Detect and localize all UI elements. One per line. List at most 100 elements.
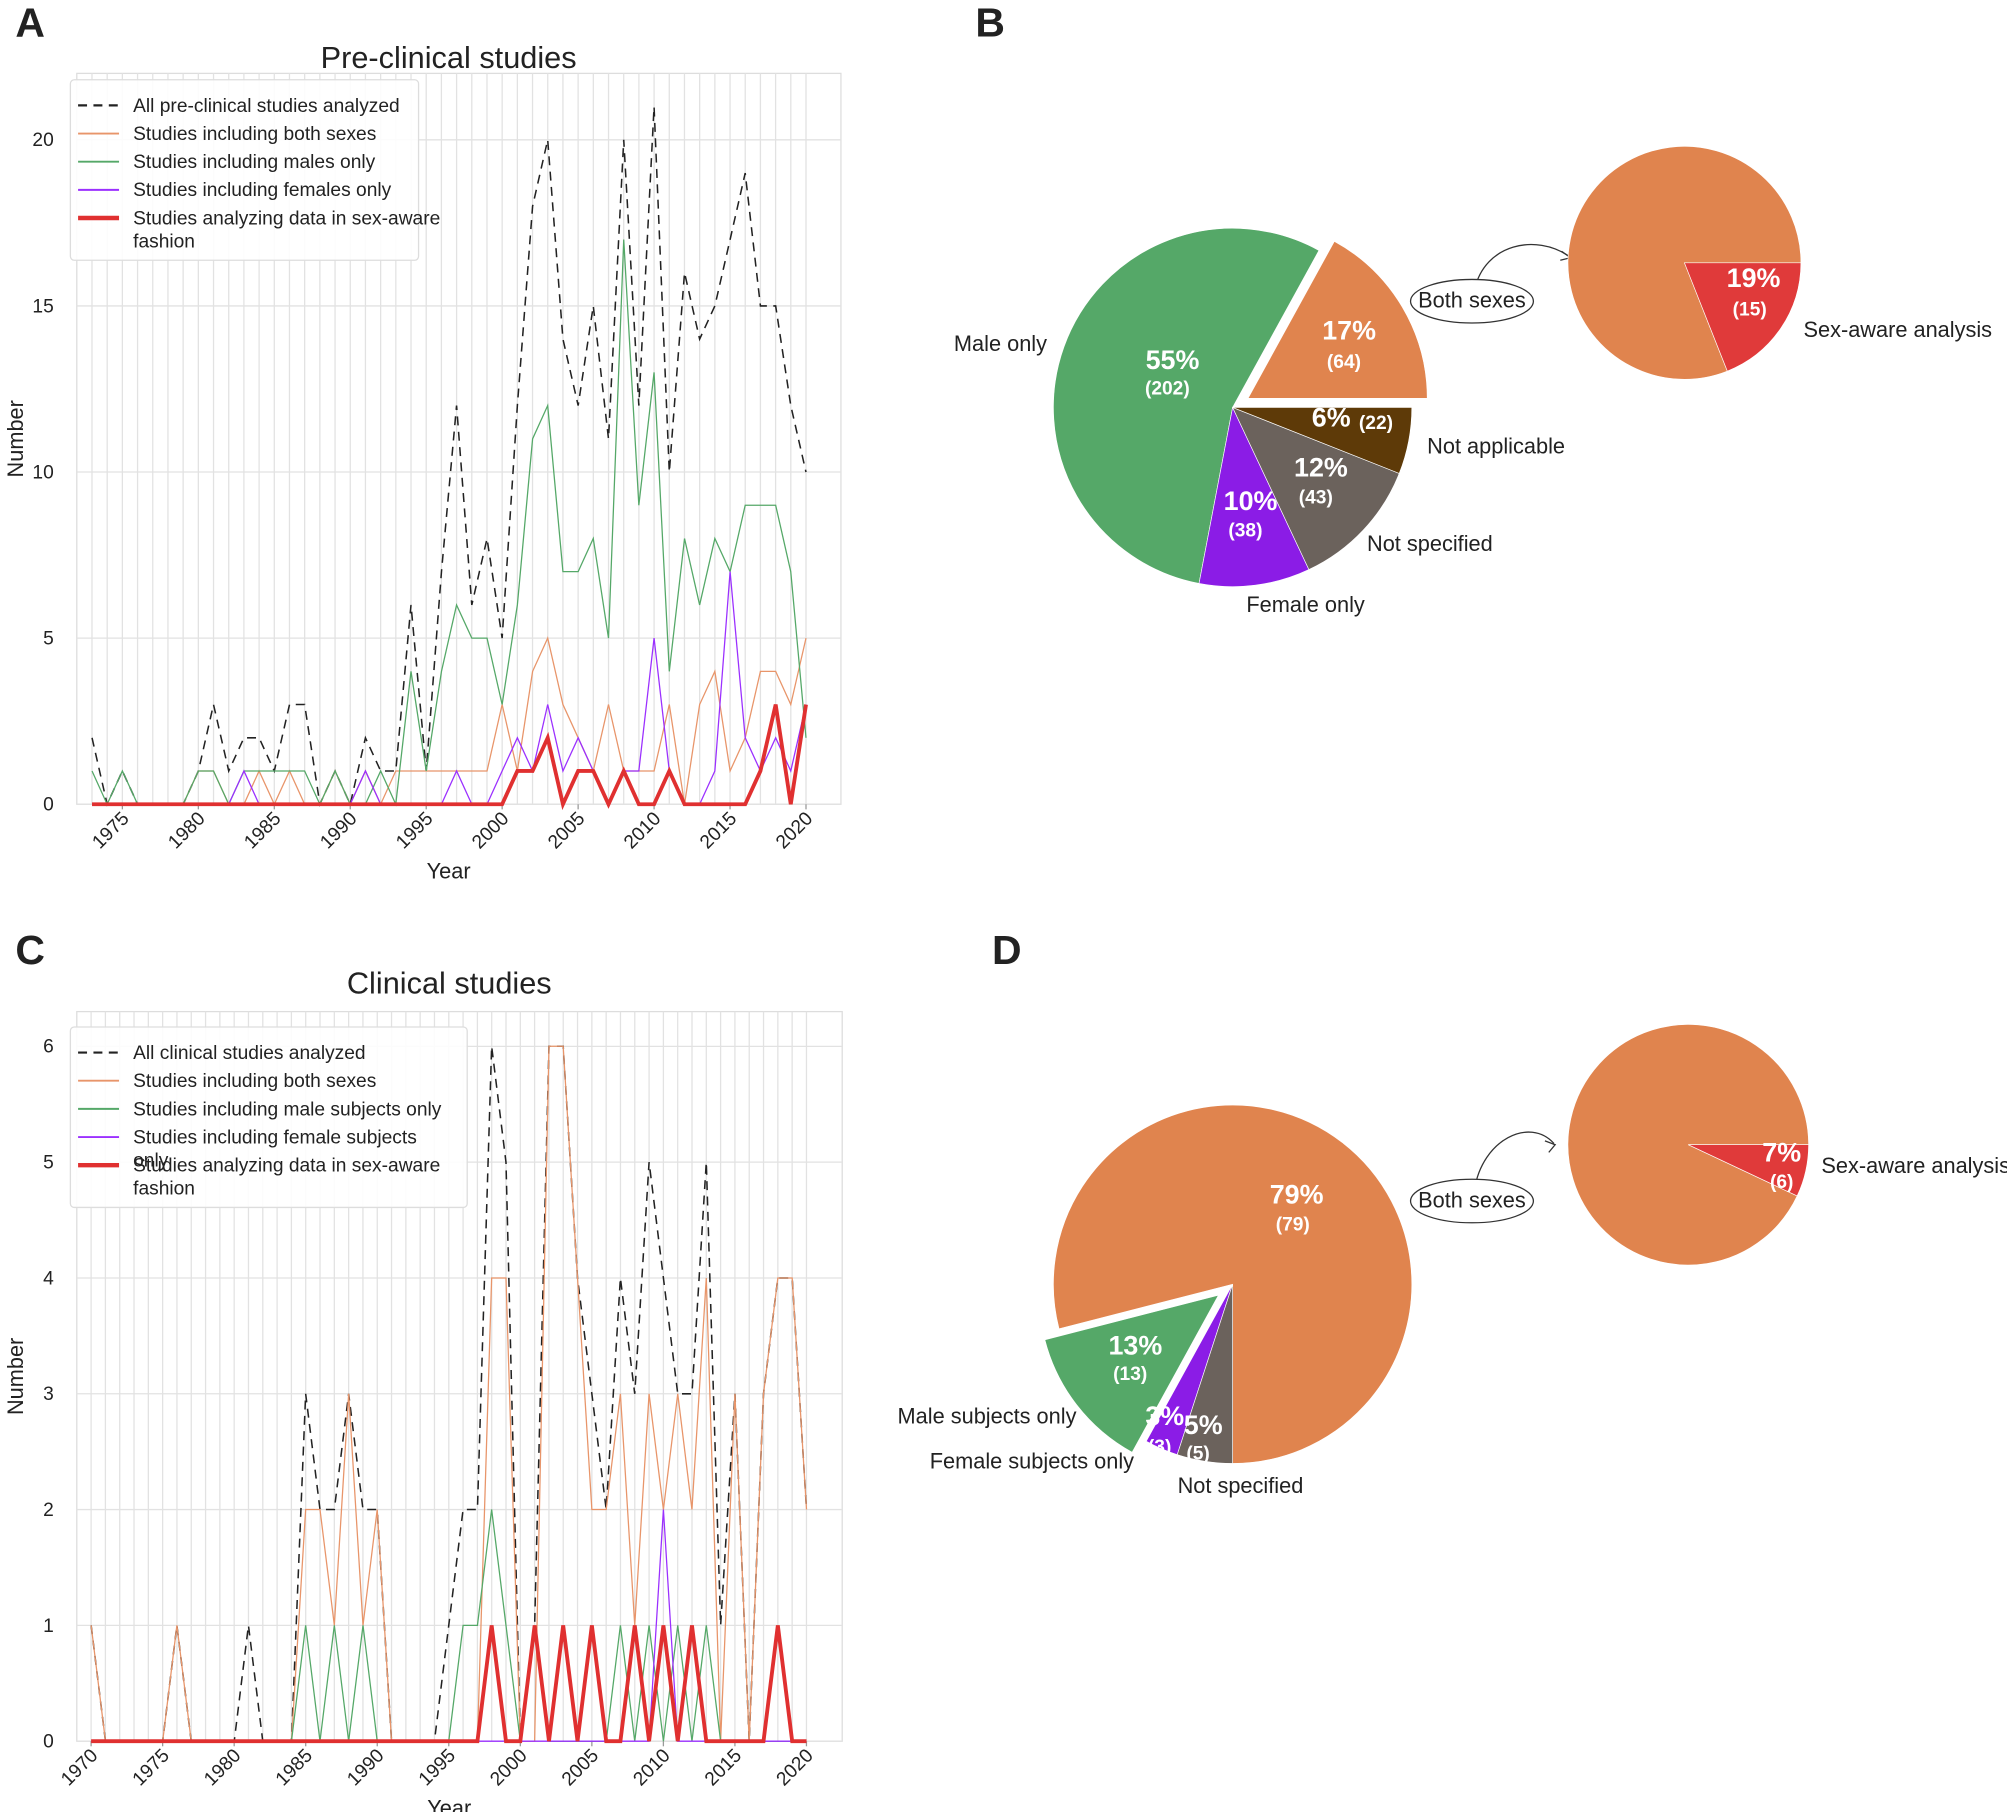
series-line	[91, 1625, 807, 1744]
slice-count: (79)	[1276, 1214, 1310, 1235]
slice-percent: 17%	[1322, 316, 1376, 346]
series-line	[91, 239, 807, 807]
slice-count: (6)	[1770, 1172, 1793, 1193]
pie-slice	[1198, 406, 1310, 587]
panel-letter: D	[992, 927, 1022, 973]
pie-slice	[1567, 1024, 1809, 1266]
x-axis-label: Year	[427, 858, 471, 883]
slice-count: (22)	[1359, 413, 1393, 434]
slice-label: Male only	[954, 331, 1047, 356]
slice-count: (202)	[1145, 379, 1190, 400]
x-tick-label: 1990	[343, 1745, 388, 1790]
pie-slice	[1044, 1294, 1220, 1453]
slice-label: Sex-aware analysis	[1821, 1153, 2007, 1178]
legend-label: Studies including females only	[133, 180, 392, 201]
legend-label: Studies analyzing data in sex-aware fashi…	[133, 1156, 440, 1200]
x-tick-label: 2005	[544, 808, 589, 853]
x-tick-label: 1975	[89, 808, 134, 853]
legend-label: Studies including males only	[133, 152, 376, 173]
slice-label: Not specified	[1367, 531, 1493, 556]
slice-count: (3)	[1148, 1437, 1171, 1458]
series-line	[91, 106, 807, 807]
x-axis-label: Year	[427, 1795, 471, 1812]
y-tick-label: 20	[32, 130, 53, 151]
panel-letter: A	[15, 0, 45, 45]
legend-label: Studies including both sexes	[133, 1071, 376, 1092]
slice-label: Sex-aware analysis	[1803, 317, 1992, 342]
legend-label: All clinical studies analyzed	[133, 1043, 366, 1064]
annotation-ellipse	[1409, 1178, 1535, 1224]
panel-letter: B	[975, 0, 1005, 45]
y-tick-label: 0	[43, 795, 54, 816]
slice-label: Male subjects only	[898, 1404, 1077, 1429]
legend-label: Studies including both sexes	[133, 124, 376, 145]
y-axis-label: Number	[3, 1338, 28, 1415]
legend-box	[69, 79, 420, 261]
pie-slice	[1053, 1104, 1413, 1464]
x-tick-label: 2010	[620, 808, 665, 853]
x-tick-label: 1970	[57, 1745, 102, 1790]
y-tick-label: 15	[32, 296, 53, 317]
pie-slice	[1683, 262, 1802, 372]
x-tick-label: 2015	[701, 1745, 746, 1790]
slice-label: Female only	[1246, 592, 1365, 617]
slice-percent: 10%	[1224, 486, 1278, 516]
slice-percent: 55%	[1146, 345, 1200, 375]
y-tick-label: 3	[43, 1384, 54, 1405]
slice-count: (38)	[1228, 521, 1262, 542]
y-tick-label: 6	[43, 1037, 54, 1058]
legend-box	[69, 1026, 468, 1209]
x-tick-label: 1980	[200, 1745, 245, 1790]
slice-percent: 7%	[1762, 1137, 1801, 1167]
x-tick-label: 2000	[486, 1745, 531, 1790]
x-tick-label: 2015	[696, 808, 741, 853]
legend-label: Studies including male subjects only	[133, 1099, 442, 1120]
series-line	[90, 1045, 808, 1742]
pie-slice	[1567, 146, 1802, 380]
x-tick-label: 1975	[129, 1745, 174, 1790]
slice-percent: 5%	[1184, 1410, 1223, 1440]
x-tick-label: 1995	[392, 808, 437, 853]
slice-count: (43)	[1299, 487, 1333, 508]
slice-percent: 13%	[1108, 1331, 1162, 1361]
slice-label: Both sexes	[1418, 288, 1526, 313]
slice-label: Not applicable	[1427, 434, 1565, 459]
y-tick-label: 4	[43, 1268, 54, 1289]
legend-label: Studies analyzing data in sex-aware fashi…	[133, 208, 440, 252]
slice-percent: 19%	[1727, 263, 1781, 293]
x-tick-label: 1995	[415, 1745, 460, 1790]
pie-slice	[1231, 406, 1400, 571]
pie-slice	[1053, 227, 1320, 584]
y-tick-label: 1	[43, 1616, 54, 1637]
slice-percent: 3%	[1145, 1401, 1184, 1431]
slice-label: Female subjects only	[930, 1449, 1134, 1474]
slice-percent: 79%	[1270, 1180, 1324, 1210]
slice-count: (64)	[1327, 352, 1361, 373]
legend-label: All pre-clinical studies analyzed	[133, 96, 400, 117]
x-tick-label: 1990	[316, 808, 361, 853]
slice-percent: 6%	[1312, 403, 1351, 433]
chart-title: Pre-clinical studies	[321, 40, 577, 75]
legend-label: Studies including female subjects only	[133, 1127, 417, 1171]
x-tick-label: 2000	[468, 808, 513, 853]
pie-slice	[1232, 407, 1413, 474]
slice-count: (5)	[1186, 1444, 1209, 1465]
y-tick-label: 5	[43, 1153, 54, 1174]
pie-slice	[1247, 240, 1428, 399]
y-tick-label: 2	[43, 1500, 54, 1521]
x-tick-label: 2020	[773, 1745, 818, 1790]
arrow-head	[1544, 1140, 1557, 1153]
annotation-ellipse	[1409, 278, 1535, 324]
x-tick-label: 1980	[165, 808, 210, 853]
arrow	[1473, 243, 1570, 290]
slice-label: Both sexes	[1418, 1187, 1526, 1212]
slice-count: (13)	[1113, 1364, 1147, 1385]
slice-percent: 12%	[1294, 453, 1348, 483]
y-tick-label: 5	[43, 629, 54, 650]
x-tick-label: 2005	[558, 1745, 603, 1790]
slice-label: Not specified	[1178, 1473, 1304, 1498]
y-tick-label: 10	[32, 462, 53, 483]
x-tick-label: 1985	[272, 1745, 317, 1790]
